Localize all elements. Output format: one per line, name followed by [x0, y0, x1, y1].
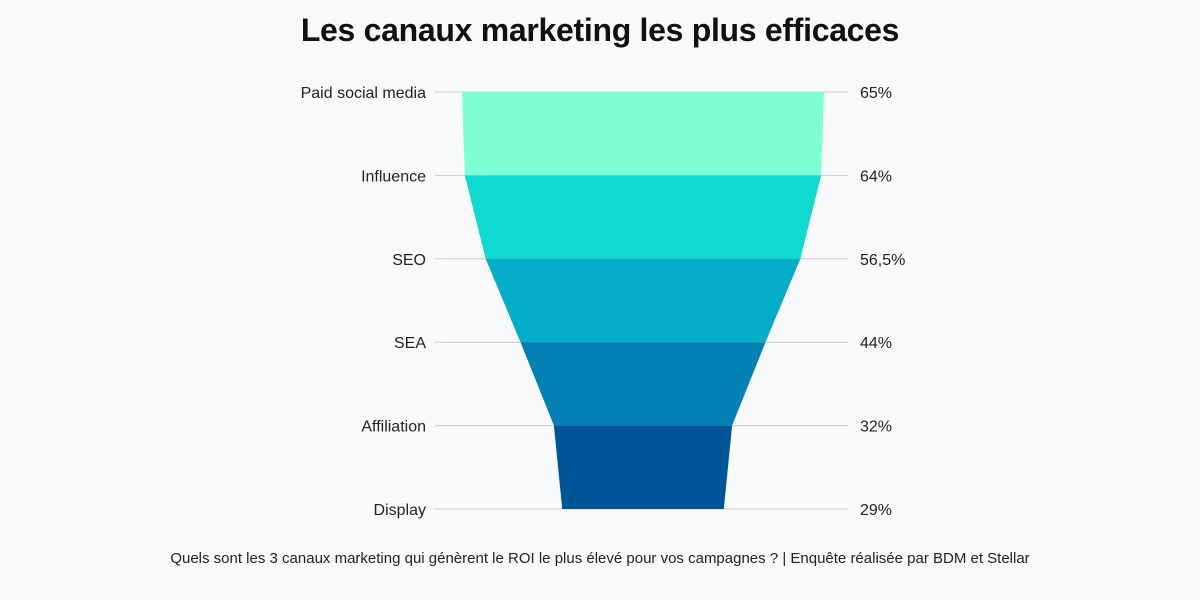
- category-label: SEO: [392, 252, 426, 269]
- category-label: Display: [374, 502, 426, 519]
- funnel-segment: [553, 425, 733, 509]
- category-label: Paid social media: [301, 85, 427, 102]
- category-label: SEA: [394, 335, 426, 352]
- value-label: 32%: [860, 419, 892, 436]
- funnel-segments: [462, 92, 824, 509]
- value-label: 56,5%: [860, 252, 905, 269]
- value-label: 65%: [860, 85, 892, 102]
- funnel-segment: [462, 92, 824, 176]
- category-label: Influence: [361, 168, 426, 185]
- category-labels: Paid social media Influence SEO SEA Affiliat…: [301, 85, 427, 519]
- category-label: Affiliation: [361, 419, 426, 436]
- value-label: 44%: [860, 335, 892, 352]
- chart-caption: Quels sont les 3 canaux marketing qui gé…: [170, 550, 1030, 567]
- value-label: 29%: [860, 502, 892, 519]
- funnel-segment: [485, 258, 801, 343]
- value-labels: 65% 64% 56,5% 44% 32% 29%: [860, 85, 905, 519]
- value-label: 64%: [860, 168, 892, 185]
- chart-title: Les canaux marketing les plus efficaces: [300, 12, 900, 48]
- funnel-segment: [520, 342, 766, 426]
- funnel-segment: [464, 175, 822, 259]
